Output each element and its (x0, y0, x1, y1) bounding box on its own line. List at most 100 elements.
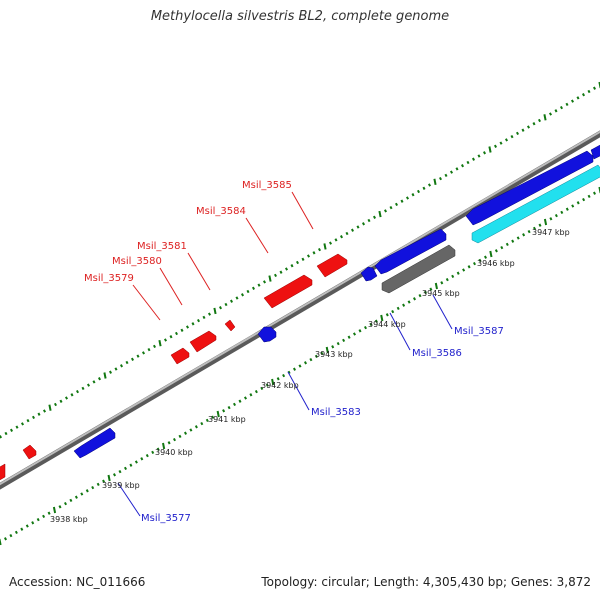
minor-tick (156, 447, 160, 451)
major-tick (325, 346, 329, 354)
minor-tick (147, 347, 151, 352)
minor-tick (21, 422, 24, 426)
minor-tick (69, 498, 73, 503)
leader-line-msil-3577 (117, 482, 141, 517)
minor-tick (98, 377, 101, 381)
minor-tick (279, 270, 283, 274)
minor-tick (424, 290, 427, 295)
minor-tick (64, 501, 67, 506)
minor-tick (26, 418, 30, 423)
minor-tick (582, 93, 585, 97)
gene-label-msil-3580[interactable]: Msil_3580 (112, 256, 162, 267)
minor-tick (467, 265, 471, 269)
gene-arrow-forward[interactable] (0, 463, 6, 481)
gene-arrow-reverse[interactable] (465, 150, 594, 226)
minor-tick (309, 357, 313, 362)
minor-tick (25, 524, 29, 528)
minor-tick (65, 396, 68, 400)
minor-tick (153, 344, 156, 349)
kbp-label: 3944 kbp (368, 320, 406, 329)
gene-label-msil-3581[interactable]: Msil_3581 (137, 241, 187, 252)
minor-tick (527, 229, 531, 234)
minor-tick (554, 213, 558, 218)
gene-arrow-forward[interactable] (263, 274, 313, 309)
minor-tick (96, 482, 100, 487)
minor-tick (522, 233, 526, 237)
minor-tick (413, 297, 416, 301)
accession-text: Accession: NC_011666 (9, 575, 146, 589)
minor-tick (428, 183, 431, 187)
gene-label-msil-3579[interactable]: Msil_3579 (84, 273, 134, 284)
kbp-scale-labels: 3938 kbp 3939 kbp 3940 kbp 3941 kbp 3942… (50, 228, 570, 524)
minor-tick (439, 176, 442, 181)
minor-tick (461, 164, 464, 168)
gene-name-labels: Msil_3579 Msil_3580 Msil_3581 Msil_3584 … (84, 180, 504, 524)
minor-tick (565, 102, 569, 107)
leader-line-msil-3584 (245, 217, 269, 254)
gene-arrow-reverse[interactable] (590, 144, 600, 160)
gene-arrow-forward[interactable] (189, 330, 217, 353)
gene-arrow-forward[interactable] (170, 347, 190, 365)
minor-tick (265, 383, 269, 387)
minor-tick (208, 312, 211, 316)
minor-tick (367, 218, 371, 223)
minor-tick (406, 196, 409, 200)
minor-tick (369, 322, 373, 327)
kbp-label: 3946 kbp (477, 259, 515, 268)
minor-tick (505, 242, 509, 247)
gene-arrow-forward[interactable] (316, 253, 348, 278)
minor-tick (549, 112, 552, 116)
kbp-label: 3945 kbp (422, 289, 460, 298)
gene-label-msil-3584[interactable]: Msil_3584 (196, 206, 246, 217)
minor-tick (287, 370, 291, 375)
genome-backbone-highlight (0, 130, 600, 486)
minor-tick (400, 199, 404, 203)
gene-label-msil-3586[interactable]: Msil_3586 (412, 348, 462, 359)
minor-tick (395, 202, 398, 207)
kbp-label: 3940 kbp (155, 448, 193, 457)
gene-arrow-reverse[interactable] (360, 266, 378, 282)
minor-tick (145, 453, 149, 458)
minor-tick (136, 354, 140, 358)
minor-tick (296, 260, 299, 265)
minor-tick (304, 361, 307, 365)
gene-arrow-reverse[interactable] (257, 326, 277, 343)
minor-tick (478, 258, 482, 263)
minor-tick (113, 473, 116, 477)
gene-arrow-grey[interactable] (381, 244, 456, 294)
gene-arrow-forward[interactable] (224, 319, 236, 332)
gene-arrow-forward[interactable] (22, 444, 37, 460)
minor-tick (407, 300, 411, 304)
minor-tick (282, 373, 286, 378)
minor-tick (374, 319, 378, 323)
minor-tick (222, 409, 226, 413)
minor-tick (516, 131, 519, 136)
minor-tick (334, 238, 338, 242)
gene-arrow-cyan[interactable] (471, 164, 600, 244)
minor-tick (14, 530, 18, 535)
leader-line-msil-3581 (187, 252, 211, 291)
minor-tick (114, 367, 118, 371)
major-tick (162, 442, 166, 450)
minor-tick (293, 367, 296, 371)
minor-tick (180, 328, 184, 332)
minor-tick (241, 293, 244, 297)
gene-arrow-reverse[interactable] (73, 427, 116, 459)
reverse-strand-genes (73, 144, 600, 459)
minor-tick (4, 431, 8, 436)
minor-tick (538, 118, 541, 123)
gene-label-msil-3585[interactable]: Msil_3585 (242, 180, 292, 191)
gene-label-msil-3583[interactable]: Msil_3583 (311, 407, 361, 418)
minor-tick (353, 332, 356, 336)
minor-tick (429, 287, 433, 291)
gene-label-msil-3577[interactable]: Msil_3577 (141, 513, 191, 524)
minor-tick (587, 194, 591, 199)
leader-line-msil-3585 (291, 191, 314, 230)
gene-arrow-reverse[interactable] (374, 228, 447, 275)
gene-label-msil-3587[interactable]: Msil_3587 (454, 326, 504, 337)
minor-tick (76, 389, 79, 394)
minor-tick (125, 360, 129, 365)
minor-tick (151, 450, 155, 455)
